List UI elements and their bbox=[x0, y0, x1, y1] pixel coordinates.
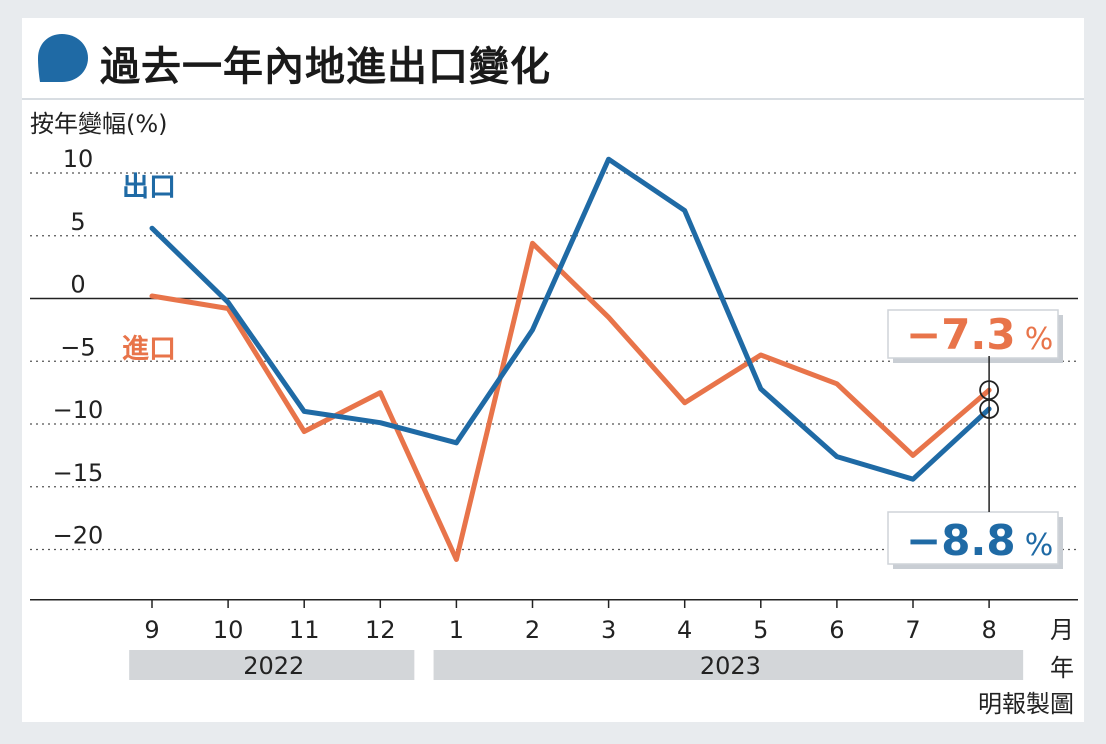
y-tick-label: 0 bbox=[70, 271, 85, 299]
x-tick-label: 4 bbox=[677, 616, 692, 644]
month-unit-label: 月 bbox=[1050, 616, 1074, 644]
y-tick-label: −20 bbox=[53, 522, 104, 550]
x-tick-label: 3 bbox=[601, 616, 616, 644]
callout-import: −7.3 % bbox=[887, 309, 1063, 363]
svg-text:−8.8 %: −8.8 % bbox=[906, 516, 1053, 565]
x-tick-label: 8 bbox=[981, 616, 996, 644]
x-tick-label: 1 bbox=[449, 616, 464, 644]
chart-title: 過去一年內地進出口變化 bbox=[100, 43, 551, 90]
x-tick-labels: 9 10 11 12 1 2 3 4 5 6 7 8 bbox=[144, 600, 997, 644]
title-divider bbox=[22, 98, 1084, 100]
y-axis-label: 按年變幅(%) bbox=[30, 110, 168, 138]
y-tick-label: 5 bbox=[70, 208, 85, 236]
x-tick-label: 7 bbox=[905, 616, 920, 644]
y-tick-labels: 10 5 0 −5 −10 −15 −20 bbox=[53, 145, 104, 550]
callout-export: −8.8 % bbox=[887, 511, 1063, 569]
x-tick-label: 11 bbox=[289, 616, 320, 644]
series-lines bbox=[149, 156, 992, 562]
credit-text: 明報製圖 bbox=[978, 690, 1074, 718]
y-tick-label: 10 bbox=[63, 145, 94, 173]
callout-import-value: −7.3 bbox=[906, 310, 1016, 359]
x-tick-label: 6 bbox=[829, 616, 844, 644]
x-tick-label: 12 bbox=[365, 616, 396, 644]
year-band-label: 2022 bbox=[243, 652, 304, 680]
title-bar: 過去一年內地進出口變化 bbox=[22, 18, 1084, 100]
chart-panel: 過去一年內地進出口變化 按年變幅(%) 10 5 0 −5 −10 −15 −20 2022… bbox=[22, 18, 1084, 722]
x-tick-label: 2 bbox=[525, 616, 540, 644]
x-tick-label: 9 bbox=[144, 616, 159, 644]
y-tick-label: −15 bbox=[53, 459, 104, 487]
x-tick-label: 10 bbox=[213, 616, 244, 644]
svg-text:−7.3 %: −7.3 % bbox=[906, 310, 1053, 359]
series-label-export: 出口 bbox=[122, 172, 176, 203]
year-bands: 2022 2023 bbox=[129, 650, 1024, 680]
series-line-import bbox=[149, 240, 992, 562]
year-band bbox=[129, 650, 415, 680]
series-line-export bbox=[149, 156, 992, 482]
year-band-label: 2023 bbox=[700, 652, 761, 680]
grid-lines bbox=[30, 172, 1078, 601]
year-band bbox=[433, 650, 1024, 680]
callout-export-value: −8.8 bbox=[906, 516, 1016, 565]
y-tick-label: −5 bbox=[60, 333, 95, 361]
speech-bubble-icon bbox=[38, 34, 88, 82]
y-tick-label: −10 bbox=[53, 396, 104, 424]
x-tick-label: 5 bbox=[753, 616, 768, 644]
year-unit-label: 年 bbox=[1050, 654, 1074, 682]
callout-import-unit: % bbox=[1025, 322, 1054, 357]
series-label-import: 進口 bbox=[122, 334, 176, 365]
callout-export-unit: % bbox=[1025, 528, 1054, 563]
